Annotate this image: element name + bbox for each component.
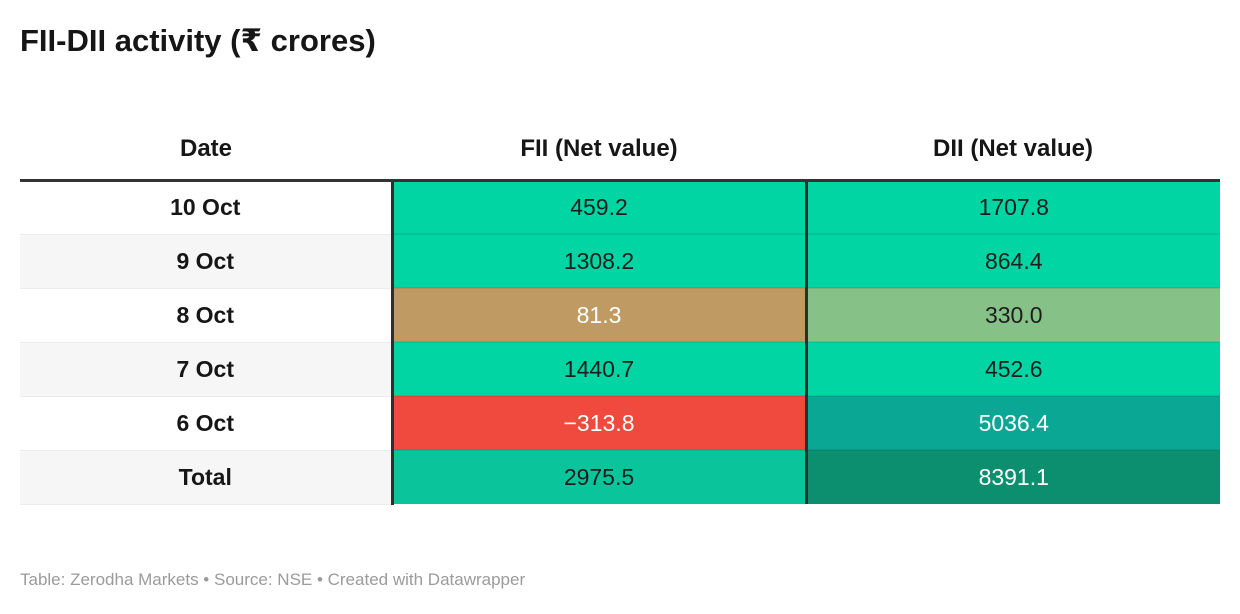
date-cell: 10 Oct xyxy=(20,180,392,235)
header-row: Date FII (Net value) DII (Net value) xyxy=(20,100,1220,182)
date-cell: 8 Oct xyxy=(20,288,392,343)
fii-value-cell: −313.8 xyxy=(390,395,806,450)
table-row: 9 Oct 1308.2 864.4 xyxy=(20,233,1220,289)
table-row-total: Total 2975.5 8391.1 xyxy=(20,449,1220,505)
table-row: 8 Oct 81.3 330.0 xyxy=(20,287,1220,343)
date-cell: Total xyxy=(20,450,392,505)
fii-value-cell: 81.3 xyxy=(390,287,806,342)
dii-value-cell: 1707.8 xyxy=(804,180,1220,234)
page: FII-DII activity (₹ crores) Date FII (Ne… xyxy=(0,22,1240,614)
footer-attribution: Table: Zerodha Markets • Source: NSE • C… xyxy=(20,570,526,589)
date-cell: 7 Oct xyxy=(20,342,392,397)
column-header-date: Date xyxy=(20,100,392,182)
table-row: 7 Oct 1440.7 452.6 xyxy=(20,341,1220,397)
fii-value-cell: 2975.5 xyxy=(390,449,806,504)
page-title: FII-DII activity (₹ crores) xyxy=(20,23,376,58)
fii-value-cell: 1440.7 xyxy=(390,341,806,396)
fii-value-cell: 459.2 xyxy=(390,180,806,234)
dii-value-cell: 8391.1 xyxy=(804,449,1220,504)
dii-value-cell: 330.0 xyxy=(804,287,1220,342)
column-header-dii: DII (Net value) xyxy=(806,100,1220,182)
column-header-fii: FII (Net value) xyxy=(392,100,806,182)
date-cell: 9 Oct xyxy=(20,234,392,289)
table-row: 6 Oct −313.8 5036.4 xyxy=(20,395,1220,451)
fii-dii-table: Date FII (Net value) DII (Net value) 10 … xyxy=(20,100,1220,505)
table-row: 10 Oct 459.2 1707.8 xyxy=(20,180,1220,235)
dii-value-cell: 452.6 xyxy=(804,341,1220,396)
dii-value-cell: 864.4 xyxy=(804,233,1220,288)
fii-value-cell: 1308.2 xyxy=(390,233,806,288)
date-cell: 6 Oct xyxy=(20,396,392,451)
dii-value-cell: 5036.4 xyxy=(804,395,1220,450)
